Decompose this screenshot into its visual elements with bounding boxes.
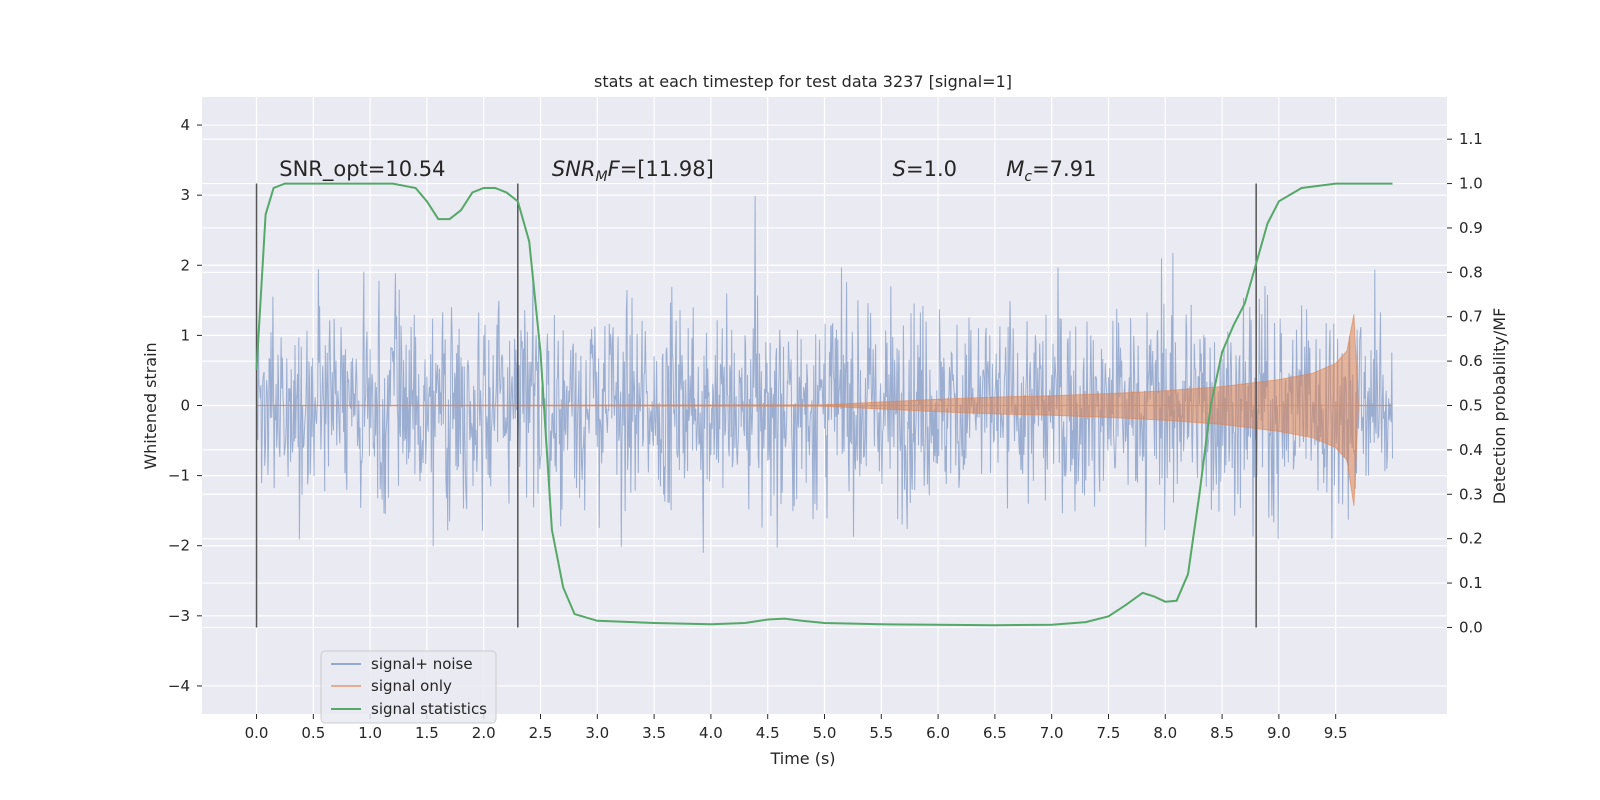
y-right-tick-label-6: 0.6 [1459, 352, 1483, 370]
x-axis-ticks: 0.0 0.5 1.0 1.5 2.0 2.5 3.0 3.5 4.0 4.5 5.0 5.5 6.0 6… [245, 714, 1348, 742]
x-tick-label-8: 4.0 [699, 724, 723, 742]
y-tick-label-5: 1 [180, 326, 190, 344]
x-tick-label-15: 7.5 [1097, 724, 1121, 742]
x-tick-label-9: 4.5 [756, 724, 780, 742]
y-axis-ticks: −4 −3 −2 −1 0 1 2 3 4 [168, 116, 202, 695]
x-tick-label-0: 0.0 [245, 724, 269, 742]
x-tick-label-2: 1.0 [358, 724, 382, 742]
y-tick-label-1: −3 [168, 607, 190, 625]
y-right-tick-label-10: 1.0 [1459, 175, 1483, 193]
signal-statistics-line [255, 182, 1393, 627]
y-right-tick-label-3: 0.3 [1459, 485, 1483, 503]
x-tick-label-17: 8.5 [1210, 724, 1234, 742]
x-tick-label-19: 9.5 [1324, 724, 1348, 742]
x-tick-label-14: 7.0 [1040, 724, 1064, 742]
x-tick-label-3: 1.5 [415, 724, 439, 742]
x-tick-label-7: 3.5 [642, 724, 666, 742]
y-tick-label-4: 0 [180, 397, 190, 415]
y-tick-label-6: 2 [180, 256, 190, 274]
annotation-0: SNR_opt=10.54 [279, 157, 445, 182]
legend-label-signal-plus-noise: signal+ noise [371, 655, 473, 673]
y-right-tick-label-7: 0.7 [1459, 308, 1483, 326]
y-right-tick-label-8: 0.8 [1459, 263, 1483, 281]
chart-title: stats at each timestep for test data 323… [594, 72, 1012, 91]
y-right-tick-label-4: 0.4 [1459, 441, 1483, 459]
legend-label-signal-statistics: signal statistics [371, 700, 487, 718]
y-axis-label: Whitened strain [141, 342, 160, 469]
y-right-tick-label-5: 0.5 [1459, 397, 1483, 415]
y-axis-right-label: Detection probability/MF [1490, 308, 1509, 505]
x-tick-label-16: 8.0 [1153, 724, 1177, 742]
y-tick-label-2: −2 [168, 537, 190, 555]
y-right-tick-label-11: 1.1 [1459, 130, 1483, 148]
signal-statistics-series [255, 182, 1393, 627]
x-tick-label-1: 0.5 [301, 724, 325, 742]
y-axis-right-ticks: 0.0 0.1 0.2 0.3 0.4 0.5 0.6 0.7 0.8 0.9 1.0 1.1 [1447, 130, 1483, 636]
x-tick-label-18: 9.0 [1267, 724, 1291, 742]
x-tick-label-12: 6.0 [926, 724, 950, 742]
signal-only-envelope [256, 314, 1393, 506]
y-tick-label-3: −1 [168, 467, 190, 485]
annotations: SNR_opt=10.54 SNRMF=[11.98] S=1.0 Mc=7.91 [279, 157, 1096, 185]
signal-only-series [256, 314, 1393, 506]
y-tick-label-7: 3 [180, 186, 190, 204]
y-tick-label-8: 4 [180, 116, 190, 134]
legend: signal+ noise signal only signal statist… [320, 650, 497, 724]
vertical-markers [255, 183, 1257, 628]
legend-label-signal-only: signal only [371, 677, 452, 695]
y-tick-label-0: −4 [168, 677, 190, 695]
x-tick-label-6: 3.0 [585, 724, 609, 742]
x-tick-label-13: 6.5 [983, 724, 1007, 742]
x-tick-label-4: 2.0 [472, 724, 496, 742]
annotation-3: Mc=7.91 [1006, 157, 1096, 185]
y-right-tick-label-1: 0.1 [1459, 574, 1483, 592]
annotation-2: S=1.0 [893, 157, 957, 181]
annotation-1: SNRMF=[11.98] [552, 157, 714, 185]
x-tick-label-10: 5.0 [813, 724, 837, 742]
x-axis-label: Time (s) [769, 749, 835, 768]
y-right-tick-label-2: 0.2 [1459, 530, 1483, 548]
legend-box [320, 650, 497, 724]
x-tick-label-5: 2.5 [529, 724, 553, 742]
y-right-tick-label-0: 0.0 [1459, 618, 1483, 636]
y-right-tick-label-9: 0.9 [1459, 219, 1483, 237]
x-tick-label-11: 5.5 [869, 724, 893, 742]
